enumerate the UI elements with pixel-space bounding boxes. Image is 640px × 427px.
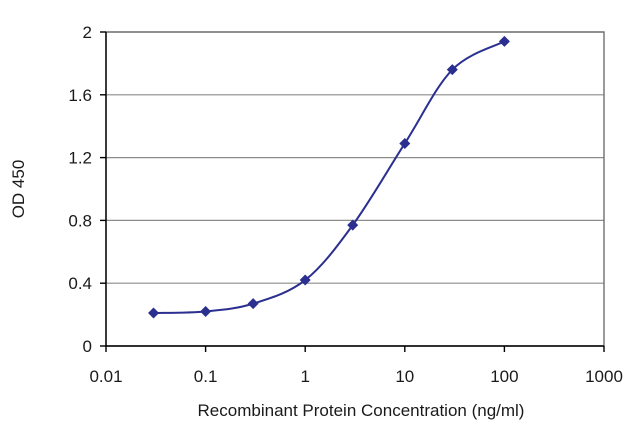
y-axis-title: OD 450: [9, 160, 28, 219]
data-point-marker: [247, 298, 259, 310]
y-tick-label: 0.8: [68, 211, 92, 230]
y-tick-label: 1.2: [68, 149, 92, 168]
series-line: [153, 40, 505, 315]
data-point-marker: [200, 305, 212, 317]
data-point-marker: [299, 274, 311, 286]
x-axis-ticks: 0.01 0.1 1 10 100 1000: [89, 346, 623, 386]
y-axis-ticks: 0 0.4 0.8 1.2 1.6 2: [68, 23, 106, 356]
data-series: [148, 35, 510, 319]
plot-area-frame: [105, 31, 605, 347]
x-tick-label: 10: [395, 367, 414, 386]
x-axis-title: Recombinant Protein Concentration (ng/ml…: [198, 401, 525, 420]
data-point-marker: [446, 64, 458, 76]
x-tick-label: 0.01: [89, 367, 122, 386]
x-tick-label: 1: [300, 367, 309, 386]
y-tick-label: 2: [83, 23, 92, 42]
y-tick-label: 1.6: [68, 86, 92, 105]
x-tick-label: 100: [490, 367, 518, 386]
data-point-marker: [498, 35, 510, 47]
data-point-marker: [399, 137, 411, 149]
data-point-marker: [148, 307, 160, 319]
x-tick-label: 1000: [585, 367, 623, 386]
data-point-marker: [347, 219, 359, 231]
y-tick-label: 0.4: [68, 274, 92, 293]
x-tick-label: 0.1: [194, 367, 218, 386]
y-tick-label: 0: [83, 337, 92, 356]
grid-lines: [106, 31, 604, 284]
